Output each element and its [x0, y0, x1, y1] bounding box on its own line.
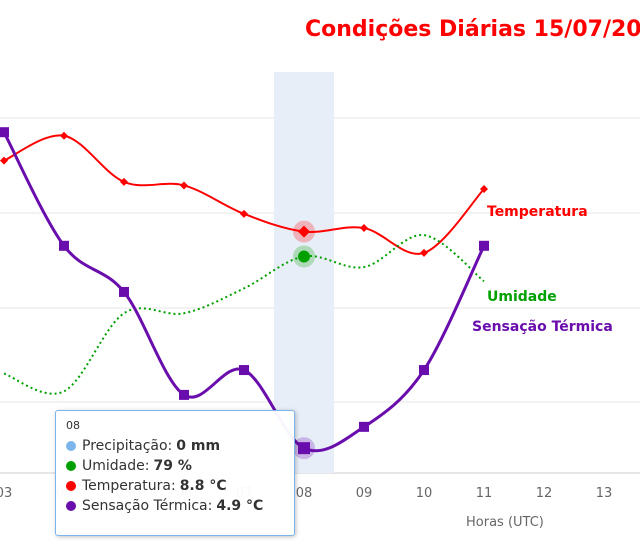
data-point-temperatura [360, 224, 368, 233]
data-point-sensa-o-t-rmica [59, 240, 69, 251]
x-axis-label: Horas (UTC) [466, 515, 544, 530]
tooltip-label: Precipitação: [82, 438, 173, 454]
tooltip-value: 4.9 °C [216, 498, 264, 514]
tooltip-value: 79 % [153, 458, 192, 474]
series-line-umidade [3, 234, 485, 395]
marker-layer [0, 127, 489, 460]
tooltip-header: 08 [66, 419, 80, 432]
x-tick-label: 11 [476, 486, 493, 501]
data-point-temperatura [420, 248, 428, 257]
precipitation-dot-icon [66, 441, 76, 451]
tooltip-row-umidade: Umidade: 79 % [66, 456, 284, 476]
tooltip-label: Umidade: [82, 458, 150, 474]
data-point-temperatura [240, 209, 248, 218]
data-point-temperatura [180, 181, 188, 190]
data-point-temperatura [60, 131, 68, 140]
tooltip-row-sensacao-termica: Sensação Térmica: 4.9 °C [66, 496, 284, 516]
data-point-temperatura [120, 177, 128, 186]
data-point-sensa-o-t-rmica [479, 240, 489, 251]
feels-like-dot-icon [66, 501, 76, 511]
series-layer [2, 131, 486, 453]
data-point-temperatura [0, 156, 8, 165]
series-line-temperatura [3, 134, 485, 255]
tooltip: 08 Precipitação: 0 mm Umidade: 79 % Temp… [55, 410, 295, 536]
x-tick-label: 13 [596, 486, 613, 501]
x-tick-label: 09 [356, 486, 373, 501]
series-label: Umidade [487, 289, 557, 305]
data-point-sensa-o-t-rmica [298, 442, 310, 455]
data-point-sensa-o-t-rmica [239, 365, 249, 376]
tooltip-label: Temperatura: [82, 478, 176, 494]
data-point-sensa-o-t-rmica [179, 389, 189, 400]
highlight-band [274, 72, 334, 473]
tooltip-row-precipitacao: Precipitação: 0 mm [66, 436, 284, 456]
series-label: Temperatura [487, 204, 588, 220]
series-labels: Temperatura Umidade Sensação Térmica [472, 204, 613, 335]
data-point-sensa-o-t-rmica [359, 421, 369, 432]
data-point-sensa-o-t-rmica [119, 286, 129, 297]
x-tick-label: 12 [536, 486, 553, 501]
temperature-dot-icon [66, 481, 76, 491]
data-point-temperatura [298, 225, 310, 238]
humidity-dot-icon [66, 461, 76, 471]
data-point-sensa-o-t-rmica [419, 365, 429, 376]
data-point-sensa-o-t-rmica [0, 127, 9, 138]
data-point-temperatura [480, 185, 488, 193]
x-tick-label: 10 [416, 486, 433, 501]
data-point-umidade [298, 250, 310, 263]
tooltip-value: 8.8 °C [179, 478, 227, 494]
tooltip-row-temperatura: Temperatura: 8.8 °C [66, 476, 284, 496]
chart-title: Condições Diárias 15/07/202 [305, 17, 640, 42]
x-tick-label: 08 [296, 486, 313, 501]
series-line-sensa-o-t-rmica [2, 131, 486, 453]
tooltip-value: 0 mm [176, 438, 221, 454]
series-label: Sensação Térmica [472, 319, 613, 335]
tooltip-label: Sensação Térmica: [82, 498, 213, 514]
x-tick-label: 03 [0, 486, 12, 501]
